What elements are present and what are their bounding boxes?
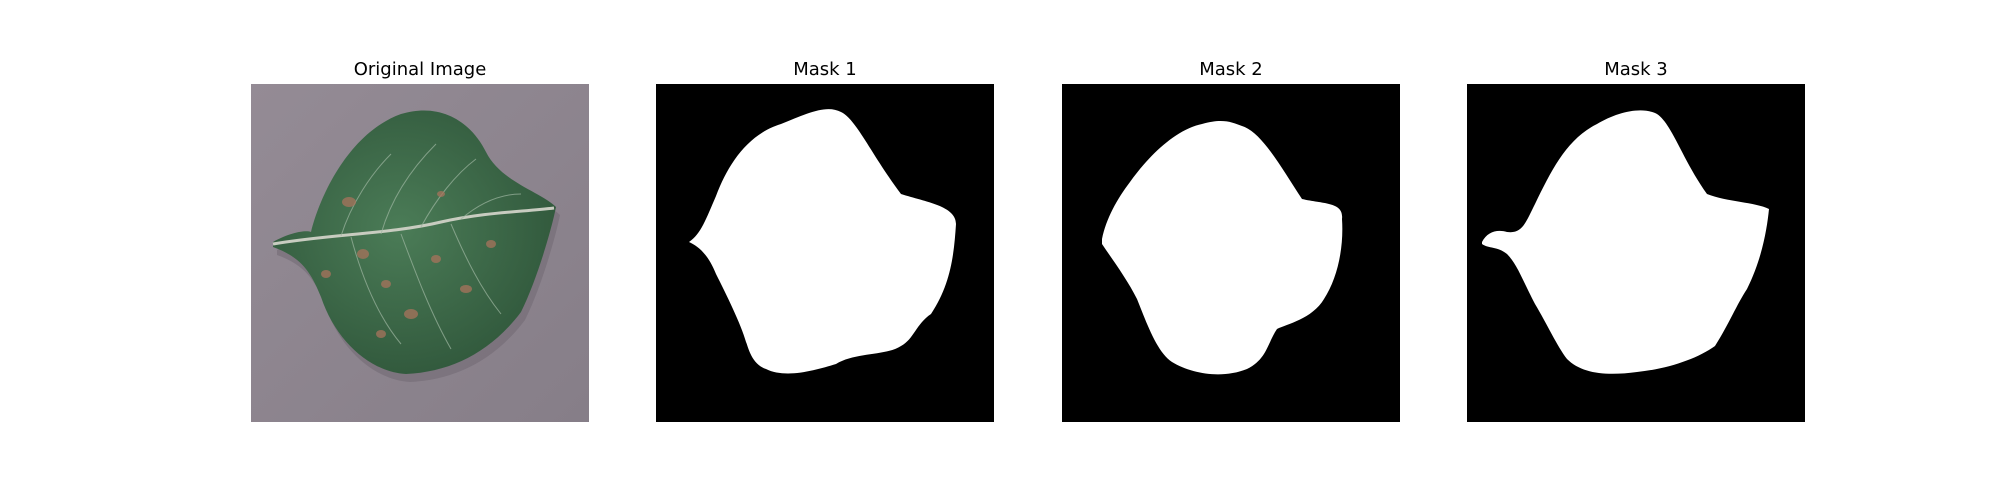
mask-1-image bbox=[656, 84, 994, 422]
original-leaf-image bbox=[251, 84, 589, 422]
leaf-blade bbox=[273, 110, 556, 375]
mask-2-image bbox=[1062, 84, 1400, 422]
leaf-midrib bbox=[272, 206, 555, 246]
leaf-veins bbox=[340, 143, 522, 350]
panel-title: Mask 1 bbox=[793, 59, 857, 80]
panel-title: Mask 2 bbox=[1199, 59, 1263, 80]
mask-region bbox=[1102, 120, 1343, 375]
mask-region bbox=[689, 109, 956, 374]
mask-3-image bbox=[1467, 84, 1805, 422]
mask-region bbox=[1482, 110, 1769, 374]
panel-title: Original Image bbox=[353, 59, 487, 80]
panel-title: Mask 3 bbox=[1604, 59, 1668, 80]
leaf-lesions bbox=[321, 191, 496, 338]
